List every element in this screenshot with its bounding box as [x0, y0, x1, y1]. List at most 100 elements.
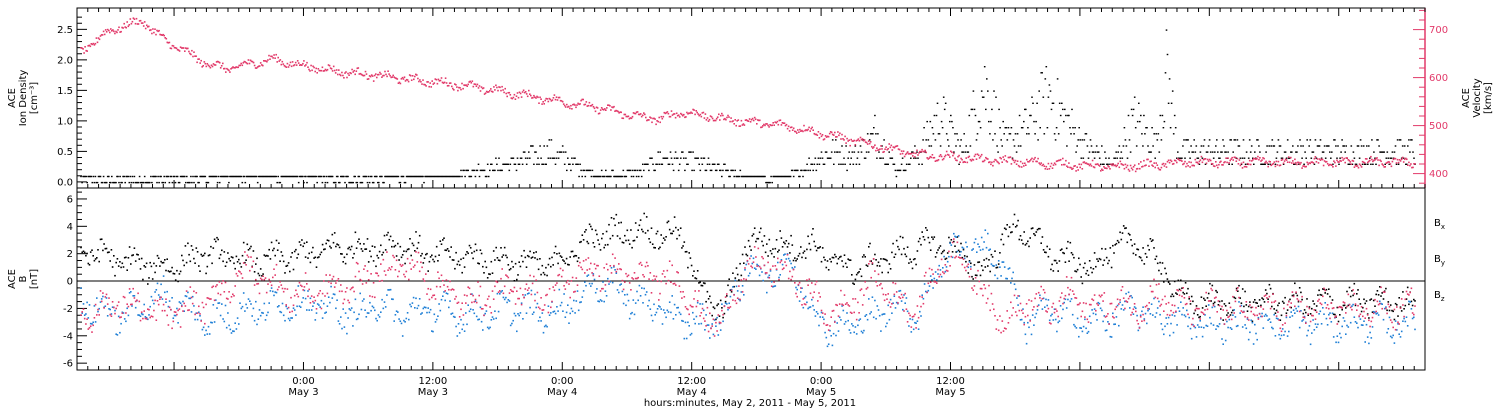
density-point: [146, 181, 148, 184]
bx-series-point: [1255, 301, 1257, 304]
velocity-series-point: [1075, 170, 1077, 172]
by-series-point: [1144, 312, 1147, 315]
velocity-series-point: [569, 107, 571, 110]
bx-series-point: [648, 238, 650, 240]
density-point: [996, 145, 998, 147]
velocity-series-point: [539, 96, 541, 99]
bx-series-point: [1193, 312, 1195, 315]
by-series-point: [675, 314, 677, 316]
bx-series-point: [727, 284, 729, 287]
velocity-series-point: [524, 91, 527, 93]
density-point: [924, 151, 926, 153]
by-series-point: [1207, 304, 1210, 306]
bx-series-point: [823, 256, 825, 259]
bx-series-point: [721, 307, 723, 309]
bx-series-point: [808, 242, 811, 245]
density-point: [773, 175, 775, 178]
density-point: [951, 120, 953, 123]
velocity-series-point: [140, 22, 143, 24]
bx-series-point: [1091, 271, 1093, 274]
by-series-point: [428, 311, 431, 314]
velocity-series-point: [692, 108, 694, 111]
velocity-series-point: [125, 26, 127, 29]
density-point: [1350, 145, 1353, 147]
density-point: [1171, 90, 1174, 92]
by-series-point: [508, 300, 511, 302]
by-series-point: [512, 319, 514, 322]
velocity-series-point: [548, 97, 551, 100]
density-point: [578, 175, 580, 178]
by-series-point: [900, 300, 903, 302]
bx-series-point: [787, 242, 790, 245]
density-point: [254, 175, 257, 178]
density-point: [445, 175, 448, 178]
by-series-point: [173, 314, 176, 317]
bx-series-point: [145, 262, 148, 265]
density-point: [304, 175, 306, 178]
bx-series-point: [401, 254, 404, 256]
bz-series-point: [109, 313, 111, 316]
density-point: [181, 175, 184, 178]
density-point: [791, 169, 794, 172]
velocity-series-point: [131, 20, 134, 23]
density-point: [616, 175, 618, 178]
density-point: [911, 151, 913, 153]
bz-series-point: [155, 319, 158, 321]
bx-series-point: [563, 260, 565, 262]
density-point: [541, 163, 543, 165]
bx-series-point: [540, 273, 542, 276]
density-point: [624, 175, 627, 178]
velocity-series-point: [123, 22, 125, 25]
density-point: [329, 175, 332, 178]
by-series-point: [218, 302, 221, 304]
velocity-series-point: [575, 106, 577, 109]
by-series-point: [673, 303, 676, 306]
by-series-point: [517, 313, 519, 315]
bx-series-point: [497, 259, 500, 261]
by-series-point: [927, 289, 930, 292]
velocity-series-point: [461, 82, 463, 85]
by-series-point: [685, 337, 688, 340]
density-point: [190, 175, 192, 178]
density-point: [1100, 163, 1102, 165]
by-series-point: [854, 326, 857, 328]
by-series-point: [360, 308, 363, 311]
bx-series-point: [333, 232, 336, 234]
by-series-point: [933, 277, 936, 280]
velocity-series-point: [540, 98, 542, 100]
by-series-point: [700, 322, 703, 325]
bx-series-point: [302, 245, 304, 248]
velocity-series-point: [468, 81, 470, 83]
by-series-point: [156, 282, 159, 285]
by-series-point: [455, 325, 457, 328]
velocity-series-point: [798, 131, 800, 133]
by-series-point: [224, 304, 227, 307]
density-point: [279, 181, 282, 184]
velocity-series-point: [553, 94, 556, 96]
density-point: [514, 163, 517, 165]
velocity-series-point: [614, 110, 616, 112]
by-series-point: [537, 320, 540, 322]
by-series-point: [1000, 275, 1002, 277]
bx-series-point: [610, 217, 613, 219]
density-point: [977, 120, 980, 123]
velocity-series-point: [896, 145, 899, 147]
bx-series-point: [603, 246, 605, 249]
density-point: [418, 175, 420, 178]
density-point: [782, 175, 785, 178]
velocity-series-point: [182, 47, 185, 49]
bx-series-point: [1070, 252, 1073, 254]
density-axis-title: ACE Ion Density [cm⁻³]: [7, 70, 40, 127]
bx-series-point: [1104, 248, 1107, 250]
velocity-series-point: [1056, 160, 1059, 162]
velocity-series-point: [103, 33, 106, 36]
bx-series-point: [1328, 288, 1330, 290]
bx-series-point: [102, 249, 104, 252]
velocity-series-point: [220, 65, 223, 67]
velocity-series-point: [520, 96, 523, 98]
velocity-series-point: [1185, 165, 1187, 168]
bx-series-point: [92, 255, 94, 257]
velocity-series-point: [953, 152, 955, 155]
by-series-point: [137, 314, 139, 316]
bx-series-point: [985, 257, 988, 260]
